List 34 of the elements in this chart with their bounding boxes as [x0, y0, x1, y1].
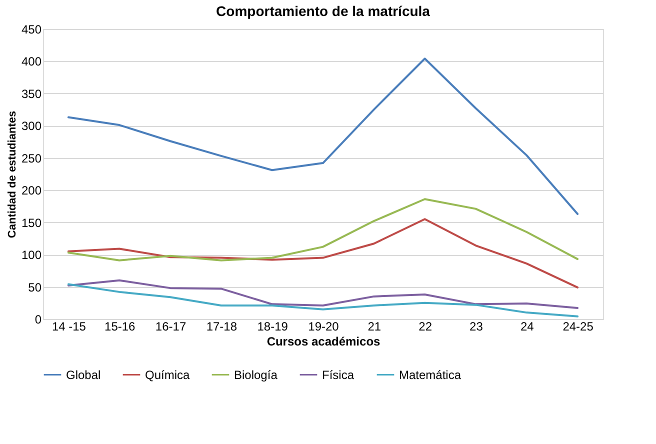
- x-tick-label: 16-17: [155, 320, 186, 334]
- y-tick-label: 350: [21, 86, 42, 101]
- x-tick-label: 14 -15: [52, 320, 86, 334]
- y-tick-label: 150: [21, 216, 42, 230]
- y-tick-label: 0: [34, 312, 42, 326]
- legend-label: Global: [66, 368, 101, 382]
- chart-title: Comportamiento de la matrícula: [216, 3, 430, 19]
- legend-label: Química: [145, 368, 190, 382]
- y-tick-label: 200: [21, 184, 42, 198]
- x-tick-label: 22: [418, 320, 432, 334]
- y-tick-label: 50: [28, 280, 42, 294]
- line-series: [67, 58, 579, 215]
- x-tick-label: 21: [368, 320, 382, 334]
- legend-label: Biología: [234, 368, 278, 382]
- y-tick-label: 300: [21, 119, 42, 134]
- x-tick-label: 18-19: [257, 320, 288, 334]
- legend-label: Matemática: [399, 368, 462, 382]
- legend-label: Física: [322, 368, 354, 382]
- x-tick-label: 23: [470, 320, 484, 334]
- x-tick-label: 19-20: [308, 320, 340, 334]
- y-tick-label: 250: [21, 151, 42, 166]
- line-series: [67, 283, 579, 318]
- x-tick-label: 17-18: [206, 320, 238, 334]
- y-tick-label: 400: [21, 54, 42, 69]
- y-tick-label: 450: [21, 22, 42, 36]
- x-axis-title: Cursos académicos: [266, 334, 381, 348]
- x-tick-label: 24: [520, 320, 534, 334]
- line-series: [67, 218, 579, 288]
- x-tick-label: 15-16: [104, 320, 136, 334]
- y-tick-label: 100: [21, 248, 42, 262]
- line-series: [67, 198, 579, 262]
- x-tick-label: 24-25: [562, 320, 594, 334]
- y-axis-title: Cantidad de estudiantes: [6, 110, 18, 238]
- line-series: [67, 279, 579, 310]
